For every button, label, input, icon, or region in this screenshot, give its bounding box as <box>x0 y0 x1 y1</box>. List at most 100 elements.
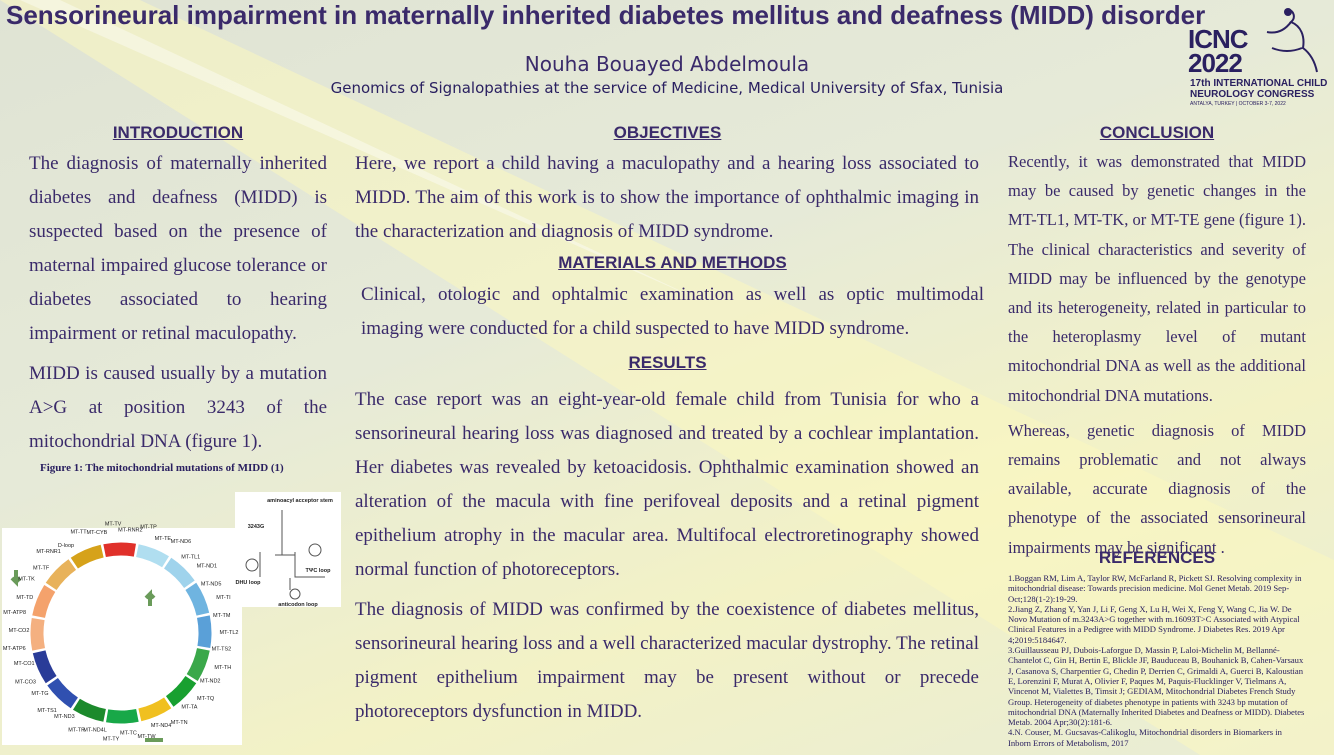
section-body: The case report was an eight-year-old fe… <box>355 383 979 735</box>
reference-number: 3. <box>1008 645 1015 656</box>
gene-label: MT-TG <box>31 691 48 697</box>
gene-label: MT-ND1 <box>197 563 217 569</box>
gene-label: MT-TM <box>213 613 231 619</box>
gene-label: MT-TV <box>105 521 122 527</box>
trna-label: DHU loop <box>235 580 261 586</box>
reference: 4.N. Couser, M. Gucsavas-Calikoglu, Mito… <box>1008 727 1306 748</box>
ring-segment <box>73 698 107 722</box>
ring-segment <box>138 697 172 722</box>
gene-label: MT-TQ <box>197 696 215 702</box>
trna-label: anticodon loop <box>278 602 318 608</box>
ring-segment <box>196 615 212 648</box>
gene-label: MT-TC <box>120 731 137 737</box>
gene-label: MT-CO2 <box>9 628 30 634</box>
gene-label: MT-CYB <box>87 530 108 536</box>
reference-text: Jiang Z, Zhang Y, Yan J, Li F, Geng X, L… <box>1008 603 1300 645</box>
logo-name: ICNC <box>1188 24 1249 54</box>
gene-label: MT-TT <box>70 530 87 536</box>
gene-label: MT-TN <box>171 720 188 726</box>
author: Nouha Bouayed Abdelmoula <box>524 52 810 76</box>
ring-segment <box>32 650 57 684</box>
gene-label: MT-TA <box>181 705 197 711</box>
paragraph: Whereas, genetic diagnosis of MIDD remai… <box>1008 420 1306 557</box>
ring-segment <box>185 582 210 616</box>
mtdna-ring <box>30 542 212 724</box>
gene-label: MT-TE <box>155 536 172 542</box>
reference-number: 4. <box>1008 727 1015 738</box>
paragraph: Recently, it was demonstrated that MIDD … <box>1008 152 1306 405</box>
logo-venue: ANTALYA, TURKEY | OCTOBER 3-7, 2022 <box>1190 101 1286 107</box>
ring-segment <box>45 559 77 591</box>
gene-label: D-loop <box>58 543 74 549</box>
gene-label: MT-TL2 <box>220 630 239 636</box>
paragraph: The case report was an eight-year-old fe… <box>355 389 979 580</box>
section-body: The diagnosis of maternally inherited di… <box>29 147 327 465</box>
ring-segment <box>103 542 136 558</box>
title: Sensorineural impairment in maternally i… <box>6 0 1206 30</box>
ring-segment <box>135 544 169 568</box>
gene-label: MT-ND2 <box>200 678 220 684</box>
paragraph: Clinical, otologic and ophtalmic examina… <box>361 284 984 339</box>
reference: 3.Guillausseau PJ, Dubois-Laforgue D, Ma… <box>1008 645 1306 727</box>
gene-label: MT-ND5 <box>201 581 221 587</box>
section-body: Here, we report a child having a maculop… <box>355 147 979 255</box>
gene-label: MT-ND6 <box>171 539 191 545</box>
logo-figure <box>1266 8 1318 73</box>
section-heading: CONCLUSION <box>1099 123 1215 142</box>
reference-number: 2. <box>1008 603 1015 614</box>
reference: 1.Boggan RM, Lim A, Taylor RW, McFarland… <box>1008 573 1306 604</box>
ring-segment <box>47 677 79 709</box>
gene-label: MT-ND4 <box>151 723 171 729</box>
section-body: Clinical, otologic and ophtalmic examina… <box>361 278 984 352</box>
paragraph: The diagnosis of MIDD was confirmed by t… <box>355 599 979 722</box>
section-heading: REFERENCES <box>1098 548 1216 567</box>
gene-label: MT-TS1 <box>37 708 57 714</box>
ring-segment <box>163 557 195 589</box>
gene-label: MT-ATP6 <box>3 646 26 652</box>
gene-label: MT-TF <box>33 566 50 572</box>
gene-label: MT-ND4L <box>83 728 107 734</box>
affiliation: Genomics of Signalopathies at the servic… <box>330 79 1004 97</box>
reference-text: N. Couser, M. Gucsavas-Calikoglu, Mitoch… <box>1008 727 1282 748</box>
gene-label: MT-CO1 <box>14 661 35 667</box>
section-heading: MATERIALS AND METHODS <box>558 253 787 272</box>
ring-segment <box>186 647 210 681</box>
ring-segment <box>32 585 56 619</box>
section-heading: INTRODUCTION <box>112 123 244 142</box>
reference-text: Boggan RM, Lim A, Taylor RW, McFarland R… <box>1008 573 1302 604</box>
trna <box>245 510 325 600</box>
reference-number: 1. <box>1008 573 1015 583</box>
gene-label: MT-TY <box>103 737 120 743</box>
ring-segment <box>30 618 46 651</box>
gene-label: MT-TD <box>16 595 33 601</box>
trna-label: TΨC loop <box>306 568 332 574</box>
arrows <box>10 570 163 742</box>
section-heading: RESULTS <box>628 353 707 372</box>
trna-label: aminoacyl acceptor stem <box>267 498 333 504</box>
gene-label: MT-ATP8 <box>3 610 26 616</box>
logo: ICNC 2022 17th INTERNATIONAL CHILD NEURO… <box>1188 4 1328 108</box>
paragraph: The diagnosis of maternally inherited di… <box>29 153 327 344</box>
logo-congress: 17th INTERNATIONAL CHILD NEUROLOGY CONGR… <box>1190 78 1328 100</box>
reference-list: 1.Boggan RM, Lim A, Taylor RW, McFarland… <box>1008 573 1306 748</box>
ring-segment <box>70 544 104 569</box>
section-heading: OBJECTIVES <box>613 123 722 142</box>
paragraph: Here, we report a child having a maculop… <box>355 153 979 242</box>
gene-label: MT-ND3 <box>54 714 74 720</box>
gene-label: MT-RNR1 <box>36 549 60 555</box>
gene-label: MT-CO3 <box>15 680 36 686</box>
gene-label: MT-TS2 <box>212 647 232 653</box>
logo-year: 2022 <box>1188 48 1243 78</box>
gene-label: MT-TL1 <box>181 555 200 561</box>
gene-label: MT-TR <box>68 727 85 733</box>
figure-panel <box>235 492 341 607</box>
gene-label: MT-TP <box>140 525 157 531</box>
ring-segment <box>106 708 139 724</box>
reference: 2.Jiang Z, Zhang Y, Yan J, Li F, Geng X,… <box>1008 604 1306 645</box>
ring-segment <box>165 675 197 707</box>
trna-label: 3243G <box>248 524 265 530</box>
gene-label: MT-TI <box>216 595 231 601</box>
